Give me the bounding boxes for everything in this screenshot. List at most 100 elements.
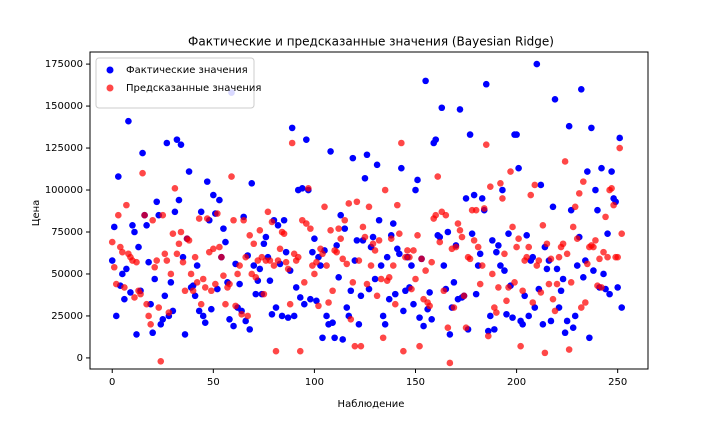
point	[242, 253, 249, 261]
point	[551, 307, 559, 315]
point	[385, 295, 393, 303]
point	[331, 334, 338, 342]
point	[476, 280, 484, 288]
point	[319, 250, 326, 258]
point	[563, 250, 571, 258]
point	[557, 287, 565, 295]
point	[294, 253, 302, 261]
point	[561, 329, 569, 337]
point	[549, 295, 557, 303]
point	[436, 238, 444, 246]
point	[323, 312, 330, 320]
point	[472, 290, 480, 298]
point	[292, 284, 300, 291]
point	[559, 275, 567, 283]
point	[559, 240, 567, 248]
point	[159, 316, 167, 323]
point	[616, 134, 623, 142]
point	[375, 216, 383, 224]
point	[379, 312, 387, 320]
point	[517, 342, 524, 350]
point	[179, 253, 187, 261]
point	[226, 316, 233, 323]
point	[155, 304, 163, 311]
point	[602, 213, 609, 221]
point	[327, 148, 334, 155]
point	[345, 200, 353, 207]
point	[349, 279, 357, 286]
point	[493, 309, 500, 316]
point	[618, 230, 626, 237]
point	[359, 223, 367, 231]
point	[381, 321, 389, 328]
point	[584, 168, 591, 175]
point	[137, 290, 144, 298]
point	[610, 201, 617, 209]
point	[373, 292, 381, 300]
point	[547, 255, 555, 263]
point	[580, 178, 587, 185]
point	[369, 233, 377, 241]
point	[503, 310, 510, 318]
point	[329, 319, 336, 326]
point	[408, 262, 415, 269]
point	[355, 321, 363, 328]
point	[296, 294, 304, 301]
point	[396, 230, 403, 237]
point	[545, 280, 553, 288]
point	[519, 321, 526, 328]
y-tick-label: 0	[77, 353, 83, 364]
point	[187, 270, 195, 278]
point	[303, 136, 310, 143]
point	[307, 225, 314, 232]
point	[371, 247, 379, 254]
point	[525, 312, 533, 320]
point	[210, 245, 217, 253]
point	[197, 300, 205, 308]
point	[222, 238, 229, 246]
point	[428, 316, 435, 323]
point	[191, 253, 199, 261]
point	[573, 235, 581, 243]
point	[157, 321, 165, 328]
point	[246, 232, 254, 239]
point	[422, 267, 429, 274]
point	[189, 287, 197, 295]
legend-box	[95, 57, 255, 109]
point	[185, 237, 193, 244]
point	[108, 257, 116, 264]
point	[537, 181, 545, 189]
point	[329, 287, 336, 295]
point	[353, 237, 361, 244]
point	[563, 317, 571, 325]
point	[460, 292, 468, 300]
point	[268, 310, 276, 318]
point	[365, 285, 373, 293]
point	[385, 274, 393, 281]
point	[462, 195, 470, 202]
point	[210, 191, 217, 199]
point	[592, 237, 599, 244]
point	[474, 243, 482, 251]
point	[325, 299, 332, 306]
point	[531, 181, 539, 189]
point	[133, 258, 140, 266]
point	[468, 230, 476, 237]
legend: Фактические значения Предсказанные значен…	[95, 57, 261, 109]
point	[268, 218, 276, 226]
point	[141, 211, 148, 219]
point	[234, 270, 241, 278]
x-tick-label: 200	[507, 377, 526, 388]
plot-area	[108, 60, 626, 367]
point	[343, 260, 351, 268]
point	[246, 326, 254, 333]
point	[357, 292, 365, 300]
x-tick-label: 250	[608, 377, 627, 388]
point	[470, 237, 478, 244]
point	[412, 186, 419, 194]
point	[179, 258, 187, 266]
x-tick-label: 100	[305, 377, 324, 388]
point	[519, 287, 526, 295]
point	[185, 168, 193, 175]
point	[598, 284, 605, 291]
